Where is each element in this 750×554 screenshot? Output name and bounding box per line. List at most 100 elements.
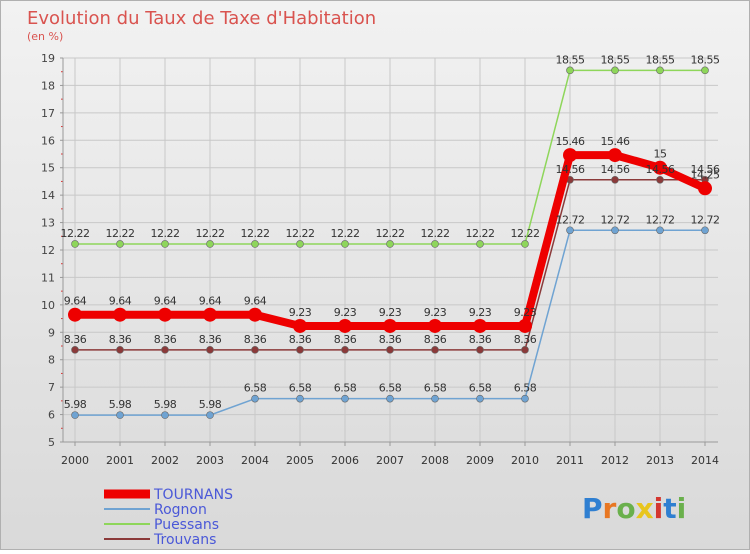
legend-label: Trouvans [153,532,216,548]
data-point [656,226,664,235]
data-point [698,181,712,196]
data-point [521,394,529,403]
data-label: 6.58 [334,382,357,395]
data-label: 14.56 [556,163,585,176]
data-label: 12.22 [376,227,405,240]
data-point [71,346,79,354]
y-tick-label: 13 [41,217,55,230]
data-label: 8.36 [379,333,402,346]
data-point [653,160,667,175]
legend-label: Puessans [154,517,219,533]
x-tick-label: 2003 [196,454,224,467]
y-tick-label: 15 [41,162,55,175]
y-tick-label: 9 [48,326,55,339]
data-point [251,240,259,248]
data-label: 15.46 [556,135,585,148]
data-label: 8.36 [109,333,132,346]
data-point [611,175,619,184]
data-point [563,148,577,163]
data-label: 5.98 [64,398,87,411]
x-tick-label: 2001 [106,454,134,467]
data-point [566,226,574,235]
y-tick-label: 11 [41,271,55,284]
data-label: 12.22 [61,227,90,240]
data-label: 14.56 [601,163,630,176]
data-point [296,240,304,248]
data-point [113,307,127,322]
data-point [71,240,79,248]
y-tick-label: 6 [48,409,55,422]
data-label: 8.36 [424,333,447,346]
data-label: 18.55 [646,53,675,66]
data-point [296,394,304,403]
series-puessans [71,66,709,248]
logo-letter: i [677,492,687,525]
data-point [251,346,259,354]
x-tick-label: 2002 [151,454,179,467]
data-label: 12.22 [286,227,315,240]
chart-title: Evolution du Taux de Taxe d'Habitation [27,8,376,29]
proxiti-logo: Proxiti [582,492,686,525]
x-tick-label: 2000 [61,454,89,467]
data-label: 9.23 [469,306,492,319]
x-tick-label: 2011 [556,454,584,467]
data-label: 8.36 [514,333,537,346]
data-label: 6.58 [424,382,447,395]
data-point [476,394,484,403]
data-point [116,240,124,248]
data-label: 12.22 [106,227,135,240]
data-point [431,394,439,403]
data-point [566,66,574,75]
data-point [341,346,349,354]
data-label: 14.56 [646,163,675,176]
data-label: 18.55 [556,53,585,66]
x-tick-label: 2005 [286,454,314,467]
data-point [248,307,262,322]
data-point [656,175,664,184]
series-rognon [71,226,709,419]
data-label: 15 [654,148,667,161]
data-label: 12.72 [691,213,720,226]
data-label: 14.56 [691,163,720,176]
data-label: 12.22 [511,227,540,240]
data-point [251,394,259,403]
data-point [203,307,217,322]
x-tick-label: 2010 [511,454,539,467]
legend-item-puessans: Puessans [104,517,219,533]
logo-letter: r [603,492,617,525]
data-point [656,66,664,75]
data-point [116,411,124,419]
data-label: 8.36 [334,333,357,346]
logo-letter: i [654,492,664,525]
legend-item-trouvans: Trouvans [104,532,216,548]
data-label: 5.98 [199,398,222,411]
y-tick-label: 17 [41,107,55,120]
data-point [206,346,214,354]
y-tick-label: 16 [41,134,55,147]
x-tick-label: 2013 [646,454,674,467]
data-point [473,318,487,333]
y-tick-label: 12 [41,244,55,257]
data-label: 9.64 [199,295,222,308]
data-point [431,346,439,354]
y-tick-label: 10 [41,299,55,312]
series-tournans [68,148,712,333]
data-point [611,226,619,235]
data-label: 8.36 [289,333,312,346]
series-group [68,66,712,419]
x-tick-label: 2008 [421,454,449,467]
data-label: 9.64 [64,295,87,308]
data-point [161,240,169,248]
data-label: 9.23 [334,306,357,319]
data-label: 6.58 [244,382,267,395]
y-tick-label: 5 [48,436,55,449]
data-label: 18.55 [601,53,630,66]
chart-subtitle: (en %) [27,30,63,43]
data-label: 9.64 [109,295,132,308]
data-point [521,240,529,248]
logo-letter: t [663,492,676,525]
logo-text: Proxiti [582,492,686,525]
data-label: 8.36 [469,333,492,346]
